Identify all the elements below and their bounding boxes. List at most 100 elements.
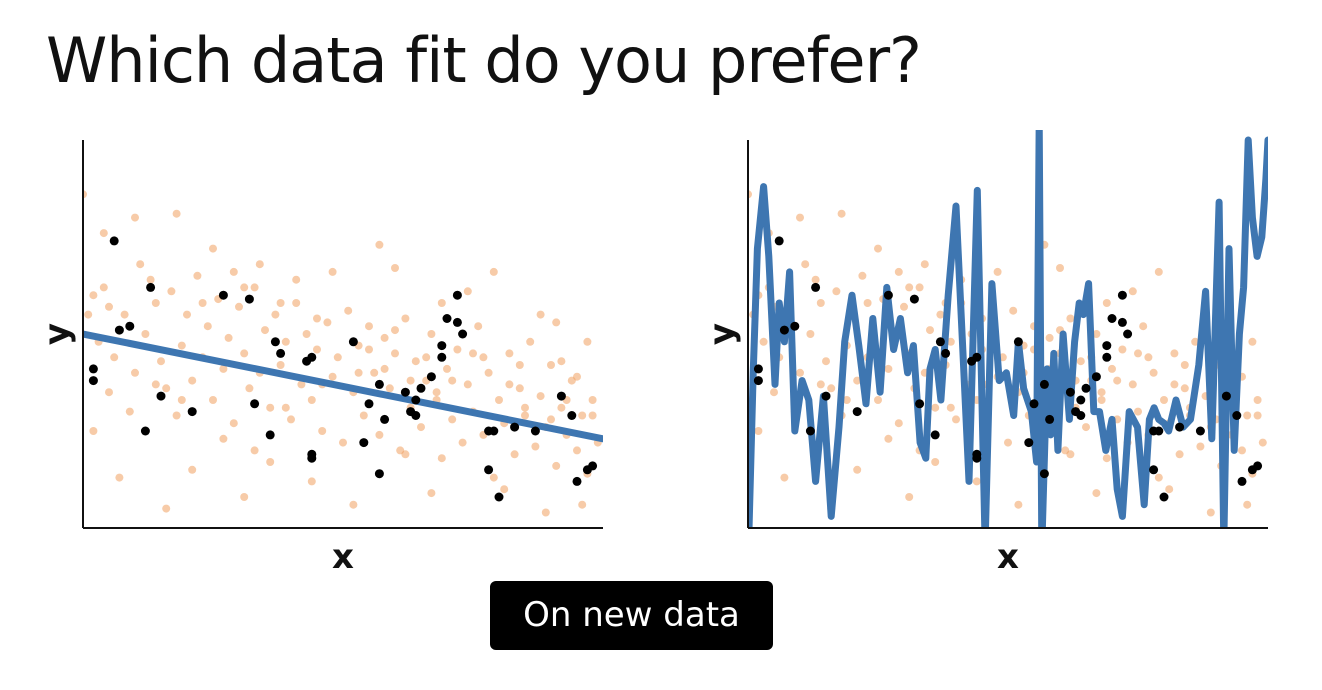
training-point [426, 372, 436, 382]
new-data-point [458, 438, 467, 447]
training-point [779, 325, 789, 335]
training-point [805, 426, 815, 436]
new-data-point [842, 396, 851, 404]
new-data-point [219, 364, 228, 373]
new-data-point [500, 485, 509, 494]
training-point [556, 391, 566, 401]
new-data-point [1175, 450, 1184, 459]
x-axis-label: x [997, 537, 1019, 577]
new-data-point [1154, 267, 1163, 276]
new-data-point [1243, 411, 1252, 420]
new-data-point [255, 260, 264, 269]
training-point [774, 236, 784, 246]
new-data-point [287, 415, 295, 424]
new-data-point [931, 403, 940, 412]
new-data-point [333, 353, 342, 362]
training-point [530, 426, 540, 436]
training-points [88, 236, 598, 502]
new-data-point [505, 380, 514, 389]
training-point [1091, 372, 1101, 382]
training-point [1102, 352, 1112, 362]
new-data-point [1206, 508, 1215, 517]
new-data-point [266, 403, 275, 412]
new-data-point [521, 403, 529, 412]
new-data-point [99, 283, 108, 292]
training-point [88, 376, 98, 386]
new-data-point [1097, 388, 1106, 397]
new-data-point [188, 376, 197, 385]
new-data-point [770, 388, 778, 397]
new-data-point [926, 326, 934, 335]
new-data-point [146, 275, 155, 284]
new-data-point [972, 477, 981, 486]
new-data-point [557, 357, 566, 366]
new-data-point [177, 341, 186, 350]
new-data-point [391, 264, 399, 272]
new-data-point [229, 267, 238, 276]
new-data-point [391, 349, 399, 358]
new-data-point [780, 473, 789, 482]
fit-curve-group [748, 130, 1268, 528]
new-data-point [437, 299, 446, 307]
new-data-point [167, 287, 176, 296]
new-data-point [801, 260, 810, 269]
new-data-point [1082, 423, 1090, 432]
new-data-point [1102, 299, 1111, 307]
training-point [1175, 422, 1185, 432]
new-data-point [245, 384, 254, 393]
new-data-point [952, 415, 960, 424]
training-point [437, 352, 447, 362]
new-data-point [474, 322, 483, 331]
new-data-point [1196, 442, 1205, 451]
training-point [1102, 341, 1112, 351]
training-point [811, 282, 821, 292]
training-point [1159, 492, 1169, 502]
training-point [244, 294, 254, 304]
new-data-point [1180, 384, 1189, 393]
training-point [1029, 399, 1039, 409]
new-data-point [505, 349, 514, 358]
new-data-point [588, 396, 597, 404]
training-point [510, 422, 520, 432]
new-data-point [157, 357, 165, 366]
new-data-point [552, 461, 561, 470]
new-data-point [1154, 473, 1163, 482]
new-data-point [443, 364, 451, 373]
new-data-point [349, 500, 358, 509]
training-point [941, 348, 951, 358]
new-data-point [1139, 322, 1148, 331]
new-data-point [874, 396, 882, 404]
new-data-point [448, 376, 457, 385]
training-point [458, 329, 468, 339]
new-data-point [827, 384, 836, 393]
new-data-point [822, 357, 830, 366]
new-data-point [1253, 411, 1262, 420]
new-data-point [900, 302, 908, 311]
new-data-point [375, 240, 384, 249]
training-point [935, 337, 945, 347]
training-point [125, 321, 135, 331]
training-point [972, 453, 982, 463]
training-point [364, 399, 374, 409]
new-data-point [105, 388, 113, 397]
new-data-point [588, 411, 597, 420]
new-data-point [240, 493, 249, 501]
new-data-point [125, 407, 134, 416]
new-data-point [224, 333, 233, 342]
on-new-data-button[interactable]: On new data [490, 581, 773, 650]
new-data-point [557, 403, 566, 412]
training-point [270, 337, 280, 347]
training-point [1076, 395, 1086, 405]
new-data-point [209, 396, 217, 404]
new-data-point [370, 368, 379, 377]
training-point [883, 290, 893, 300]
new-data-point [105, 302, 113, 311]
chart-linear-fit: x y [37, 140, 603, 577]
new-data-point [323, 318, 332, 327]
new-data-point [1149, 368, 1158, 377]
new-data-point [946, 337, 955, 346]
training-point [1253, 461, 1263, 471]
training-point [1149, 465, 1159, 475]
training-point [114, 325, 124, 335]
training-point [437, 341, 447, 351]
